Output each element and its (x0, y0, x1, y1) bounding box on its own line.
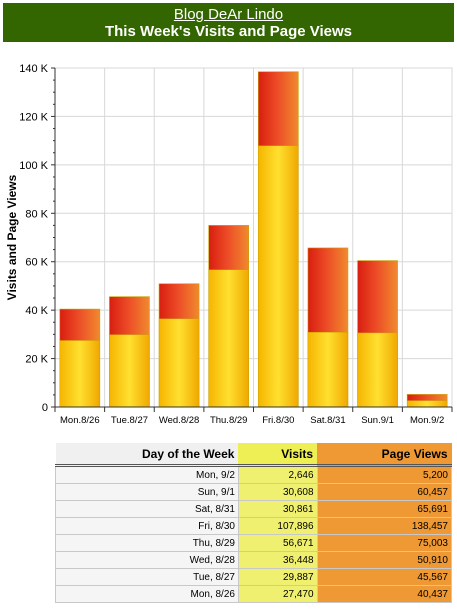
cell-visits: 30,608 (238, 483, 318, 501)
x-tick-label: Mon.8/26 (60, 415, 100, 426)
y-tick-label: 80 K (25, 208, 48, 220)
table-row: Tue, 8/27 29,887 45,567 (55, 568, 453, 586)
cell-day: Sun, 9/1 (55, 483, 239, 501)
blog-name-link[interactable]: Blog DeAr Lindo (173, 6, 284, 23)
cell-day: Fri, 8/30 (55, 517, 239, 535)
cell-visits: 107,896 (238, 517, 318, 535)
table-row: Sat, 8/31 30,861 65,691 (55, 500, 453, 518)
y-tick-label: 120 K (19, 111, 48, 123)
y-tick-label: 100 K (19, 160, 48, 172)
cell-day: Mon, 9/2 (55, 465, 239, 484)
x-tick-label: Sat.8/31 (310, 415, 345, 426)
chart-title: This Week's Visits and Page Views (104, 23, 353, 40)
bar-visits (307, 332, 349, 408)
bar-visits (406, 400, 448, 408)
bar-visits (158, 318, 200, 408)
cell-visits: 27,470 (238, 585, 318, 603)
cell-visits: 30,861 (238, 500, 318, 518)
y-tick-label: 40 K (25, 305, 48, 317)
cell-day: Tue, 8/27 (55, 568, 239, 586)
bar-visits (258, 145, 299, 408)
y-tick-label: 140 K (19, 63, 48, 75)
x-tick-label: Tue.8/27 (111, 415, 148, 426)
cell-day: Thu, 8/29 (55, 534, 239, 552)
table-row: Thu, 8/29 56,671 75,003 (55, 534, 453, 552)
cell-visits: 2,646 (238, 465, 318, 484)
table-row: Mon, 9/2 2,646 5,200 (55, 465, 453, 484)
cell-visits: 36,448 (238, 551, 318, 569)
cell-page-views: 65,691 (317, 500, 453, 518)
column-header-visits: Visits (238, 443, 318, 467)
table-row: Wed, 8/28 36,448 50,910 (55, 551, 453, 569)
table-row: Mon, 8/26 27,470 40,437 (55, 585, 453, 603)
y-tick-label: 60 K (25, 257, 48, 269)
cell-day: Mon, 8/26 (55, 585, 239, 603)
bar-visits (208, 269, 249, 408)
x-tick-label: Thu.8/29 (210, 415, 248, 426)
stats-table-container: Day of the Week Visits Page Views Mon, 9… (55, 443, 453, 603)
cell-day: Sat, 8/31 (55, 500, 239, 518)
bar-visits (109, 334, 150, 408)
table-row: Fri, 8/30 107,896 138,457 (55, 517, 453, 535)
cell-page-views: 75,003 (317, 534, 453, 552)
cell-page-views: 50,910 (317, 551, 453, 569)
table-header-row: Day of the Week Visits Page Views (55, 443, 452, 467)
cell-day: Wed, 8/28 (55, 551, 239, 569)
cell-visits: 56,671 (238, 534, 318, 552)
cell-visits: 29,887 (238, 568, 318, 586)
bar-chart: 0 20 K 40 K 60 K 80 K 100 K 120 K 140 K Mon.8/26… (5, 63, 453, 426)
cell-page-views: 60,457 (317, 483, 453, 501)
page-header: Blog DeAr Lindo This Week's Visits and P… (3, 3, 454, 42)
cell-page-views: 138,457 (317, 517, 453, 535)
y-axis-title: Visits and Page Views (5, 174, 19, 300)
cell-page-views: 40,437 (317, 585, 453, 603)
bar-visits (59, 340, 101, 408)
x-tick-label: Sun.9/1 (361, 415, 394, 426)
cell-page-views: 45,567 (317, 568, 453, 586)
x-tick-label: Wed.8/28 (159, 415, 200, 426)
y-tick-label: 20 K (25, 354, 48, 366)
table-row: Sun, 9/1 30,608 60,457 (55, 483, 453, 501)
x-tick-label: Fri.8/30 (262, 415, 294, 426)
column-header-day: Day of the Week (55, 443, 239, 467)
column-header-page-views: Page Views (317, 443, 452, 467)
y-tick-label: 0 (42, 402, 48, 414)
bar-visits (357, 332, 398, 408)
x-tick-label: Mon.9/2 (410, 415, 444, 426)
stats-table: Day of the Week Visits Page Views Mon, 9… (55, 443, 453, 603)
cell-page-views: 5,200 (317, 465, 453, 484)
